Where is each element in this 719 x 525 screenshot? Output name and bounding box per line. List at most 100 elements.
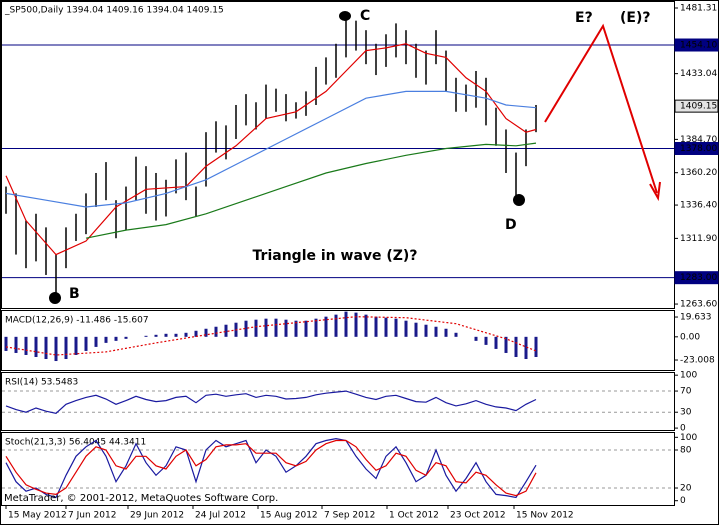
histogram-bar — [284, 319, 288, 337]
annotation: C — [360, 8, 370, 24]
histogram-bar — [294, 320, 298, 337]
x-tick-label: 24 Jul 2012 — [195, 511, 246, 521]
histogram-bar — [324, 316, 328, 337]
panel-title: _SP500,Daily 1394.04 1409.16 1394.04 140… — [4, 6, 224, 16]
y-tick-label: 0 — [680, 496, 686, 506]
series-line — [85, 142, 537, 239]
price-label-box — [674, 141, 719, 155]
y-tick-label: 1454.10 — [680, 41, 717, 51]
y-tick-label: 30 — [680, 408, 692, 418]
histogram-bar — [474, 336, 478, 341]
y-tick-label: 1360.20 — [680, 168, 717, 178]
histogram-bar — [164, 333, 168, 337]
y-tick-label: 1409.15 — [680, 102, 717, 112]
histogram-bar — [384, 317, 388, 337]
histogram-bar — [124, 336, 128, 339]
histogram-bar — [314, 318, 318, 337]
price-label-box — [674, 38, 719, 52]
series-line — [5, 43, 537, 256]
panel-title: RSI(14) 53.5483 — [5, 378, 78, 388]
annotation: (E)? — [620, 10, 650, 26]
histogram-bar — [424, 324, 428, 337]
annotation: B — [69, 286, 80, 302]
x-tick-label: 7 Jun 2012 — [68, 511, 116, 521]
y-tick-label: 1283.00 — [680, 273, 717, 283]
y-tick-label: 19.633 — [680, 313, 712, 323]
histogram-bar — [64, 336, 68, 360]
y-tick-label: 0.00 — [680, 332, 700, 342]
x-tick-label: 23 Oct 2012 — [450, 511, 506, 521]
wave-dot — [339, 11, 351, 21]
price-label-box — [674, 99, 719, 113]
histogram-bar — [144, 335, 148, 337]
histogram-bar — [24, 336, 28, 355]
histogram-bar — [364, 314, 368, 337]
histogram-bar — [524, 336, 528, 360]
arrow-head — [649, 181, 661, 202]
histogram-bar — [454, 332, 458, 337]
histogram-bar — [114, 336, 118, 341]
histogram-bar — [274, 318, 278, 337]
histogram-bar — [84, 336, 88, 351]
y-tick-label: 70 — [680, 387, 692, 397]
x-tick-label: 1 Oct 2012 — [389, 511, 439, 521]
histogram-bar — [14, 336, 18, 353]
histogram-bar — [394, 318, 398, 337]
histogram-bar — [304, 320, 308, 337]
x-tick-label: 15 Aug 2012 — [260, 511, 318, 521]
projection-arrow — [544, 23, 658, 194]
annotation: Triangle in wave (Z)? — [253, 248, 418, 264]
annotations: C B D E? (E)? Triangle in wave (Z)? — [49, 8, 661, 304]
histogram-bar — [204, 328, 208, 337]
histogram-bar — [374, 316, 378, 337]
series-line — [5, 90, 537, 208]
histogram-bar — [244, 320, 248, 337]
x-tick-label: 15 Nov 2012 — [516, 511, 574, 521]
footer: MetaTrader, © 2001-2012, MetaQuotes Soft… — [4, 493, 278, 504]
histogram-bar — [94, 336, 98, 347]
price-label-box — [674, 271, 719, 285]
y-tick-label: 1433.04 — [680, 69, 717, 79]
histogram-bar — [344, 311, 348, 337]
panel-title: MACD(12,26,9) -11.486 -15.607 — [5, 316, 149, 326]
annotation: E? — [575, 10, 593, 26]
histogram-bar — [504, 336, 508, 353]
y-tick-label: 80 — [680, 445, 692, 455]
stoch-panel — [1, 432, 675, 506]
y-tick-label: 1263.60 — [680, 300, 717, 310]
histogram-bar — [74, 336, 78, 355]
series-line — [5, 439, 537, 497]
y-tick-label: 0 — [680, 424, 686, 434]
series-line — [5, 316, 537, 356]
histogram-bar — [214, 326, 218, 337]
histogram-bar — [224, 324, 228, 337]
panel-title: Stoch(21,3,3) 56.4045 44.3411 — [5, 438, 146, 448]
y-tick-label: 1481.31 — [680, 4, 717, 14]
histogram-bar — [494, 336, 498, 349]
y-tick-label: 1384.70 — [680, 135, 717, 145]
histogram-bar — [194, 330, 198, 337]
histogram-bar — [514, 336, 518, 357]
y-tick-label: 1336.40 — [680, 201, 717, 211]
y-tick-label: 100 — [680, 433, 697, 443]
macd-panel — [1, 310, 675, 371]
histogram-bar — [414, 322, 418, 337]
histogram-bar — [434, 326, 438, 337]
histogram-bar — [534, 336, 538, 357]
series-line — [5, 390, 537, 414]
x-tick-label: 15 May 2012 — [8, 511, 67, 521]
histogram-bar — [44, 336, 48, 360]
x-tick-label: 29 Jun 2012 — [130, 511, 184, 521]
histogram-bar — [254, 319, 258, 337]
histogram-bar — [54, 336, 58, 362]
wave-dot — [513, 194, 525, 206]
histogram-bar — [484, 336, 488, 345]
histogram-bar — [174, 333, 178, 337]
histogram-bar — [404, 320, 408, 337]
y-tick-label: 100 — [680, 371, 697, 381]
histogram-bar — [354, 312, 358, 337]
histogram-bar — [154, 334, 158, 337]
rsi-panel — [1, 372, 675, 431]
